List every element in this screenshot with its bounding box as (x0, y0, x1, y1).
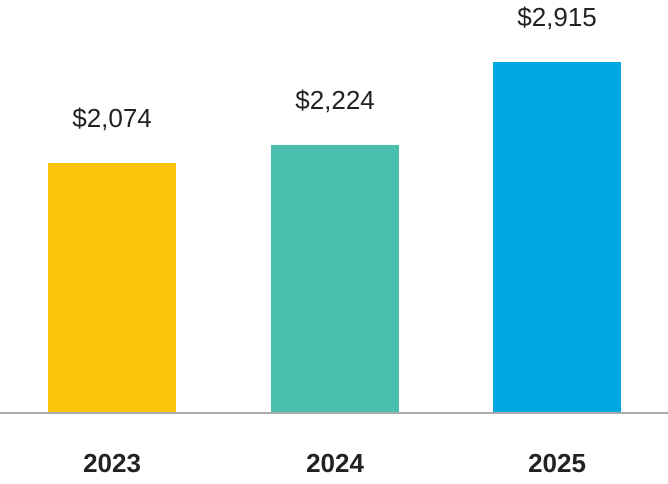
value-label: $2,915 (517, 2, 597, 32)
x-tick-label: 2025 (528, 448, 586, 478)
bar (48, 162, 176, 412)
x-tick-label: 2023 (83, 448, 141, 478)
bar (271, 144, 399, 412)
value-label: $2,224 (295, 85, 375, 115)
value-label: $2,074 (72, 103, 152, 133)
bar (493, 62, 621, 412)
x-tick-label: 2024 (306, 448, 364, 478)
